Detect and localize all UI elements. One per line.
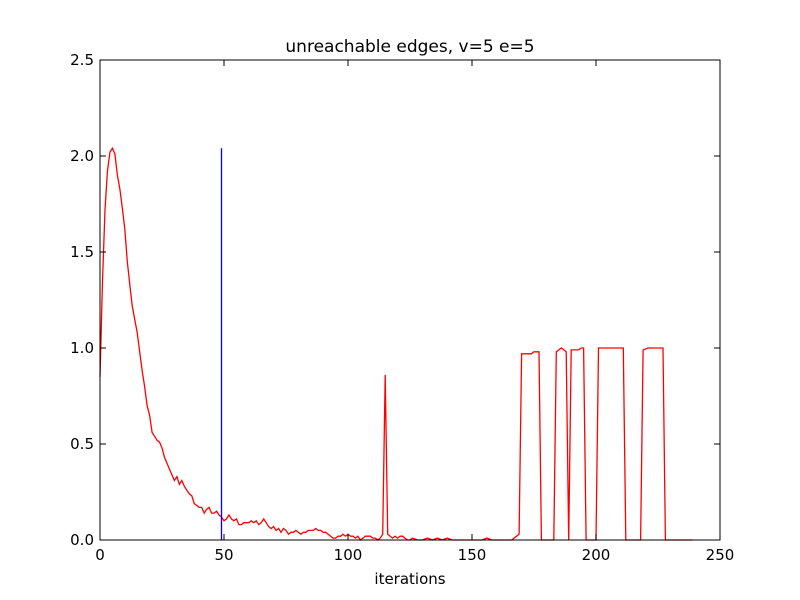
x-tick-label: 250 <box>706 546 735 564</box>
x-axis-label: iterations <box>374 570 445 588</box>
y-tick-label: 2.5 <box>70 51 94 69</box>
x-tick-label: 0 <box>95 546 105 564</box>
y-tick-label: 0.5 <box>70 435 94 453</box>
x-tick-label: 150 <box>458 546 487 564</box>
series-line-0 <box>99 146 693 541</box>
y-tick-label: 1.5 <box>70 243 94 261</box>
y-tick-label: 0.0 <box>70 531 94 549</box>
series-layer <box>99 146 693 541</box>
chart-title: unreachable edges, v=5 e=5 <box>285 37 534 57</box>
plot-frame <box>99 59 721 541</box>
x-tick-label: 100 <box>334 546 363 564</box>
x-tick-label: 200 <box>582 546 611 564</box>
y-tick-label: 2.0 <box>70 147 94 165</box>
y-tick-label: 1.0 <box>70 339 94 357</box>
x-tick-label: 50 <box>214 546 233 564</box>
